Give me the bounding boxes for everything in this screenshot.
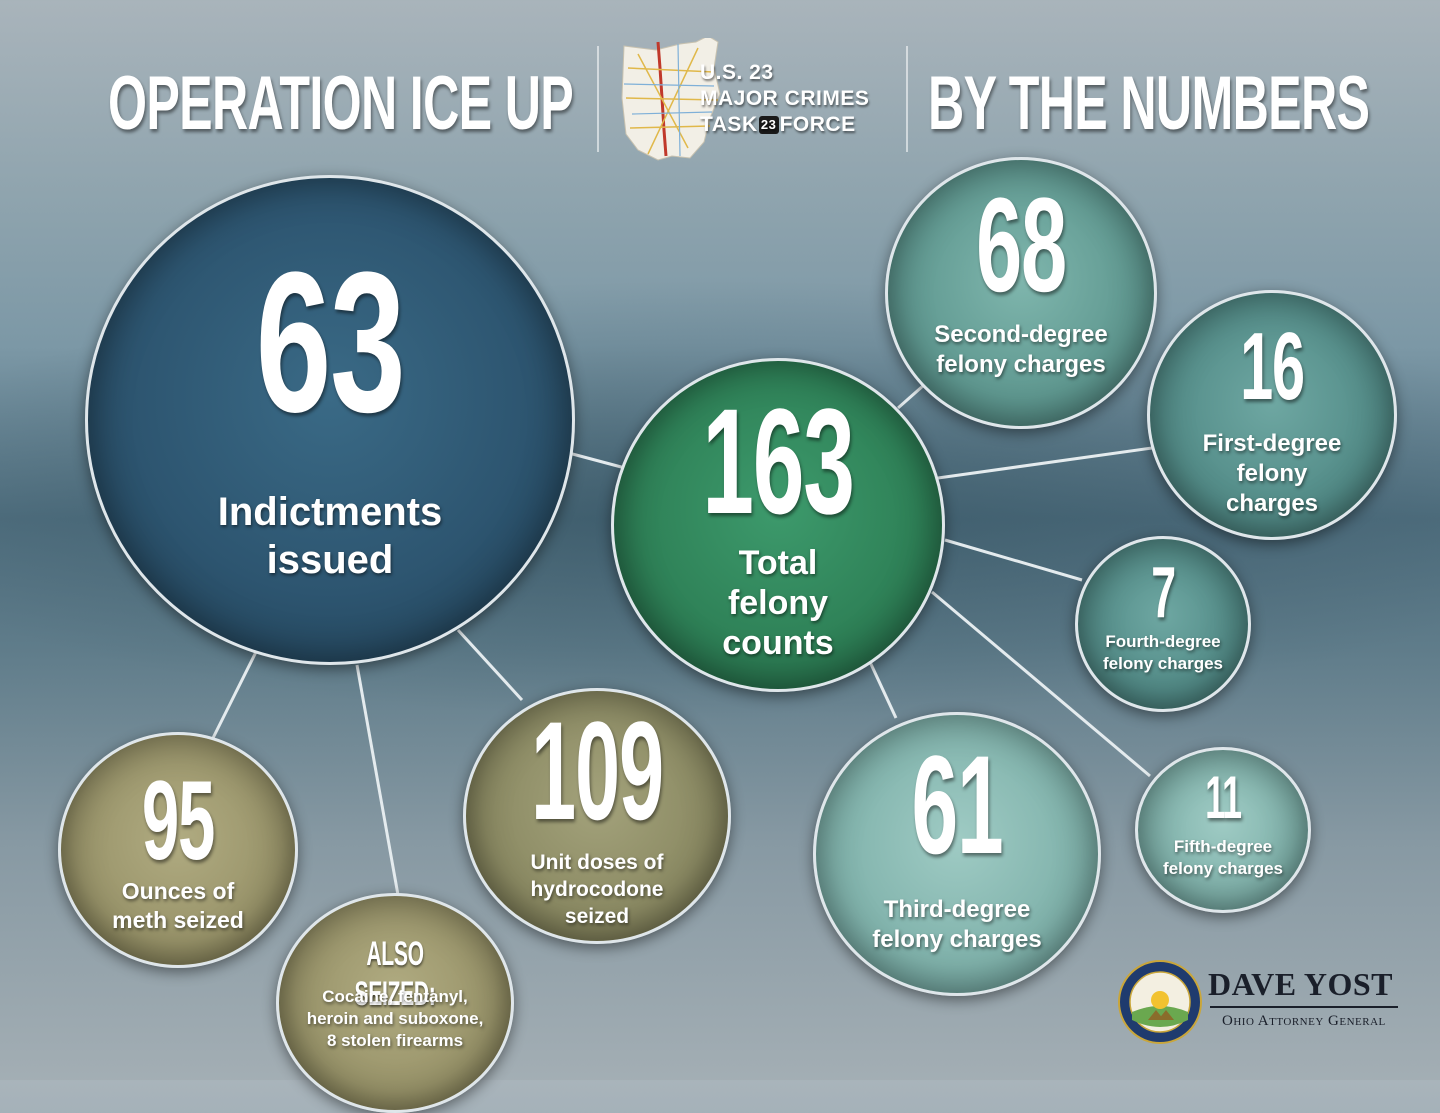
connector-total-third: [868, 661, 898, 719]
connector-indictments-total: [564, 450, 626, 470]
meth-label-2: meth seized: [112, 907, 244, 933]
stat-total-felony: 163 Total felony counts: [611, 358, 945, 692]
connector-total-fifth: [931, 590, 1151, 778]
connector-indictments-hydro: [456, 628, 524, 702]
route-shield-icon: 23: [758, 116, 779, 134]
indictments-label-1: Indictments: [217, 490, 443, 534]
stat-fourth-degree: 7 Fourth-degree felony charges: [1075, 536, 1251, 712]
total-felony-label-3: counts: [722, 624, 834, 662]
attorney-general-seal-icon: [1118, 960, 1202, 1044]
third-degree-label-1: Third-degree: [883, 896, 1031, 923]
connector-total-first: [937, 446, 1153, 480]
fourth-degree-label-1: Fourth-degree: [1105, 632, 1221, 651]
total-felony-value: 163: [702, 377, 855, 545]
third-degree-label-2: felony charges: [872, 926, 1042, 953]
fifth-degree-label-1: Fifth-degree: [1173, 837, 1273, 856]
meth-value: 95: [141, 758, 216, 883]
first-degree-value: 16: [1240, 313, 1305, 420]
total-felony-label-2: felony: [727, 584, 829, 622]
fourth-degree-label-2: felony charges: [1103, 654, 1223, 673]
fifth-degree-value: 11: [1205, 764, 1242, 831]
second-degree-value: 68: [976, 171, 1067, 320]
fourth-degree-value: 7: [1151, 553, 1176, 633]
title-by-the-numbers: BY THE NUMBERS: [928, 61, 1370, 146]
connector-total-fourth: [944, 538, 1083, 582]
stat-first-degree: 16 First-degree felony charges: [1147, 290, 1397, 540]
stat-also-seized: ALSO SEIZED: Cocaine, fentanyl, heroin a…: [276, 893, 514, 1113]
task-force-line1: U.S. 23: [700, 61, 774, 84]
meth-label-1: Ounces of: [121, 878, 235, 904]
stat-meth: 95 Ounces of meth seized: [58, 732, 298, 968]
footer-rule: [1210, 1006, 1398, 1008]
hydrocodone-label-3: seized: [564, 905, 630, 928]
ohio-map-icon: [621, 38, 721, 161]
hydrocodone-label-1: Unit doses of: [530, 851, 664, 874]
connector-indictments-also: [355, 664, 400, 896]
footer-subtitle: Ohio Attorney General: [1222, 1013, 1386, 1029]
title-operation: OPERATION ICE UP: [108, 61, 574, 146]
stat-second-degree: 68 Second-degree felony charges: [885, 157, 1157, 429]
total-felony-label-1: Total: [738, 544, 818, 582]
connector-total-second: [897, 383, 925, 410]
also-seized-label-2: heroin and suboxone,: [306, 1009, 484, 1028]
header-divider-right: [906, 46, 908, 152]
first-degree-label-1: First-degree: [1202, 430, 1342, 457]
third-degree-value: 61: [911, 726, 1003, 883]
stat-hydrocodone: 109 Unit doses of hydrocodone seized: [463, 688, 731, 944]
task-force-label: U.S. 23 MAJOR CRIMES TASK 23 FORCE: [700, 60, 869, 138]
task-force-force: FORCE: [779, 113, 856, 136]
stat-third-degree: 61 Third-degree felony charges: [813, 712, 1101, 996]
first-degree-label-2: felony: [1236, 460, 1308, 487]
hydrocodone-label-2: hydrocodone: [530, 878, 664, 901]
indictments-value: 63: [255, 231, 406, 454]
task-force-task: TASK: [700, 113, 758, 136]
connector-lines: [210, 383, 1153, 896]
stat-fifth-degree: 11 Fifth-degree felony charges: [1135, 747, 1311, 913]
footer-name: DAVE YOST: [1208, 966, 1393, 1002]
first-degree-label-3: charges: [1225, 490, 1319, 517]
task-force-line3: TASK 23 FORCE: [700, 112, 869, 138]
also-seized-label-1: Cocaine, fentanyl,: [322, 987, 468, 1006]
hydrocodone-value: 109: [530, 692, 664, 849]
task-force-line2: MAJOR CRIMES: [700, 87, 870, 110]
second-degree-label-1: Second-degree: [934, 321, 1108, 348]
header-divider-left: [597, 46, 599, 152]
stat-indictments: 63 Indictments issued: [85, 175, 575, 665]
connector-indictments-meth: [210, 647, 260, 741]
also-seized-label-3: 8 stolen firearms: [326, 1031, 464, 1050]
indictments-label-2: issued: [266, 538, 394, 582]
fifth-degree-label-2: felony charges: [1163, 859, 1283, 878]
second-degree-label-2: felony charges: [936, 351, 1106, 378]
also-seized-heading: ALSO SEIZED:: [354, 935, 436, 1013]
